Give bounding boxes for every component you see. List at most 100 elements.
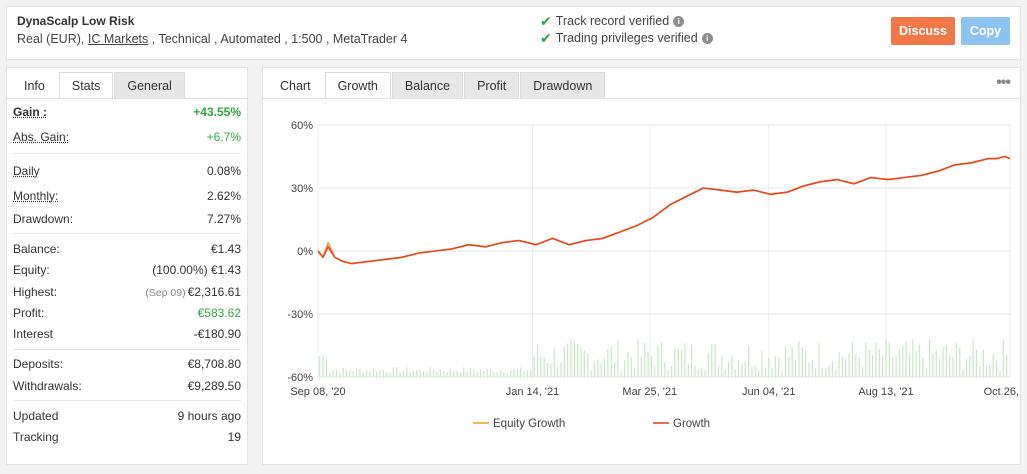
volume-bar bbox=[533, 356, 535, 377]
stat-interest: Interest -€180.90 bbox=[13, 323, 241, 344]
tab-chart[interactable]: Chart bbox=[267, 72, 324, 98]
gain-label[interactable]: Gain : bbox=[13, 104, 48, 119]
volume-bar bbox=[479, 369, 482, 377]
tab-drawdown[interactable]: Drawdown bbox=[520, 72, 606, 98]
volume-bar bbox=[701, 368, 703, 377]
volume-bar bbox=[607, 349, 609, 377]
volume-bar bbox=[392, 367, 394, 377]
growth-chart: 60% 30% 0% -30% -60% Sep 08, '20 Jan 14, '21 Ma… bbox=[263, 100, 1027, 464]
x-tick-label: Jun 04, '21 bbox=[742, 386, 795, 398]
volume-bar bbox=[788, 356, 790, 377]
volume-bar bbox=[583, 350, 586, 377]
volume-bar bbox=[376, 372, 378, 377]
volume-bar bbox=[781, 370, 783, 377]
volume-bar bbox=[694, 365, 696, 377]
y-tick-label: 60% bbox=[291, 120, 313, 132]
volume-bar bbox=[627, 352, 629, 377]
x-tick-label: Oct 26, '21 bbox=[984, 386, 1020, 398]
volume-bar bbox=[748, 345, 750, 377]
volume-bar bbox=[412, 370, 415, 377]
volume-bar bbox=[868, 349, 870, 377]
volume-bar bbox=[433, 370, 435, 377]
volume-bar bbox=[332, 370, 334, 377]
volume-bar bbox=[516, 369, 518, 377]
volume-bar bbox=[928, 339, 931, 377]
volume-bar bbox=[654, 366, 656, 377]
volume-bar bbox=[439, 369, 441, 377]
system-subtitle: Real (EUR), IC Markets , Technical , Aut… bbox=[17, 32, 407, 46]
volume-bar bbox=[667, 370, 669, 377]
stat-abs-gain: Abs. Gain: +6.7% bbox=[13, 124, 241, 149]
stat-profit: Profit: €583.62 bbox=[13, 302, 241, 323]
volume-bar bbox=[761, 351, 763, 377]
volume-bar bbox=[922, 356, 924, 377]
tab-info[interactable]: Info bbox=[11, 72, 58, 98]
volume-bar bbox=[419, 368, 421, 377]
volume-bar bbox=[590, 370, 592, 377]
subtitle-details: , Technical , Automated , 1:500 , MetaTr… bbox=[148, 32, 408, 46]
volume-bar bbox=[818, 342, 820, 377]
volume-bar bbox=[543, 356, 545, 377]
volume-bar bbox=[992, 354, 994, 377]
volume-bar bbox=[553, 347, 555, 377]
volume-bar bbox=[898, 348, 901, 377]
broker-link[interactable]: IC Markets bbox=[87, 32, 149, 46]
track-record-label: Track record verified bbox=[555, 14, 670, 28]
stat-gain: Gain : +43.55% bbox=[13, 99, 241, 124]
volume-bar bbox=[493, 372, 495, 377]
tracking-label: Tracking bbox=[13, 430, 59, 445]
x-tick-label: Jan 14, '21 bbox=[506, 386, 559, 398]
volume-bar bbox=[798, 341, 800, 377]
volume-bar bbox=[717, 366, 720, 377]
y-tick-label: -30% bbox=[287, 309, 313, 321]
volume-bar bbox=[714, 344, 716, 377]
volume-bar bbox=[794, 360, 797, 377]
info-icon[interactable]: i bbox=[673, 15, 685, 27]
abs-gain-label[interactable]: Abs. Gain: bbox=[13, 129, 70, 144]
volume-bar bbox=[325, 358, 327, 377]
volume-bar bbox=[865, 342, 867, 377]
drawdown-label: Drawdown: bbox=[13, 211, 74, 226]
tab-growth[interactable]: Growth bbox=[324, 72, 391, 98]
tab-balance[interactable]: Balance bbox=[391, 72, 464, 98]
volume-bar bbox=[489, 369, 492, 377]
volume-bar bbox=[811, 359, 813, 377]
info-icon[interactable]: i bbox=[701, 32, 713, 44]
track-record-verified: ✔ Track record verified i bbox=[540, 14, 685, 28]
tab-profit[interactable]: Profit bbox=[464, 72, 520, 98]
volume-bar bbox=[892, 357, 894, 377]
volume-bar bbox=[426, 371, 428, 377]
volume-bar bbox=[563, 346, 565, 377]
more-options-icon[interactable]: ••• bbox=[996, 74, 1011, 91]
chart-tabs: Chart Growth Balance Profit Drawdown bbox=[263, 68, 1020, 99]
system-name: DynaScalp Low Risk bbox=[17, 14, 135, 28]
volume-bar bbox=[861, 367, 864, 377]
volume-bar bbox=[815, 368, 817, 377]
volume-bar bbox=[982, 349, 984, 377]
volume-bar bbox=[828, 365, 830, 377]
volume-bar bbox=[949, 354, 951, 377]
volume-bar bbox=[466, 371, 468, 377]
highest-value: (Sep 09) €2,316.61 bbox=[145, 285, 241, 299]
volume-bar bbox=[691, 344, 693, 377]
volume-bar bbox=[945, 345, 947, 377]
series-line-growth bbox=[317, 155, 1011, 265]
y-tick-label: -60% bbox=[287, 372, 313, 384]
volume-bar bbox=[335, 369, 338, 377]
balance-value: €1.43 bbox=[210, 241, 241, 256]
volume-bar bbox=[359, 369, 361, 377]
monthly-label[interactable]: Monthly: bbox=[13, 188, 59, 203]
volume-bar bbox=[975, 349, 978, 377]
tab-stats[interactable]: Stats bbox=[58, 72, 114, 98]
volume-bar bbox=[546, 362, 549, 377]
volume-bar bbox=[680, 349, 683, 377]
discuss-button[interactable]: Discuss bbox=[891, 17, 955, 45]
volume-bar bbox=[878, 349, 880, 377]
daily-label[interactable]: Daily bbox=[13, 163, 40, 178]
volume-bar bbox=[449, 368, 451, 377]
copy-button[interactable]: Copy bbox=[961, 17, 1010, 45]
volume-bar bbox=[1006, 354, 1008, 377]
tab-general[interactable]: General bbox=[114, 72, 185, 98]
volume-bar bbox=[731, 355, 733, 377]
volume-bar bbox=[580, 347, 582, 377]
